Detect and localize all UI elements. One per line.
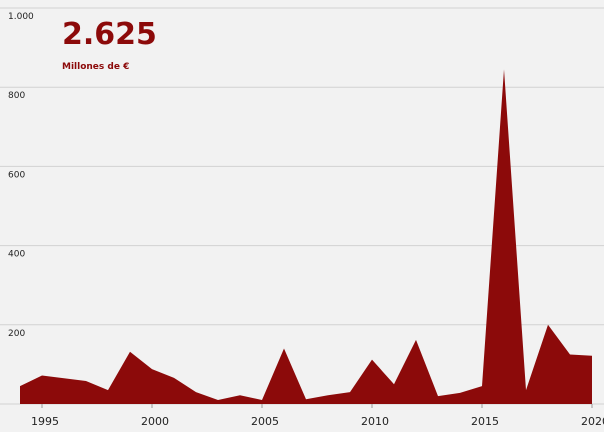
x-tick-label: 2020 [581,415,604,428]
x-tick-label: 2015 [471,415,499,428]
y-tick-label: 400 [8,250,25,260]
y-tick-label: 1.000 [8,12,34,22]
x-tick-label: 2010 [361,415,389,428]
y-tick-label: 800 [8,91,25,101]
area [20,69,592,404]
y-tick-label: 200 [8,329,25,339]
x-tick-label: 2000 [141,415,169,428]
x-tick-label: 2005 [251,415,279,428]
chart-title: 2.625 [62,17,157,52]
chart-subtitle: Millones de € [62,62,129,72]
x-tick-label: 1995 [31,415,59,428]
y-tick-label: 600 [8,170,25,180]
